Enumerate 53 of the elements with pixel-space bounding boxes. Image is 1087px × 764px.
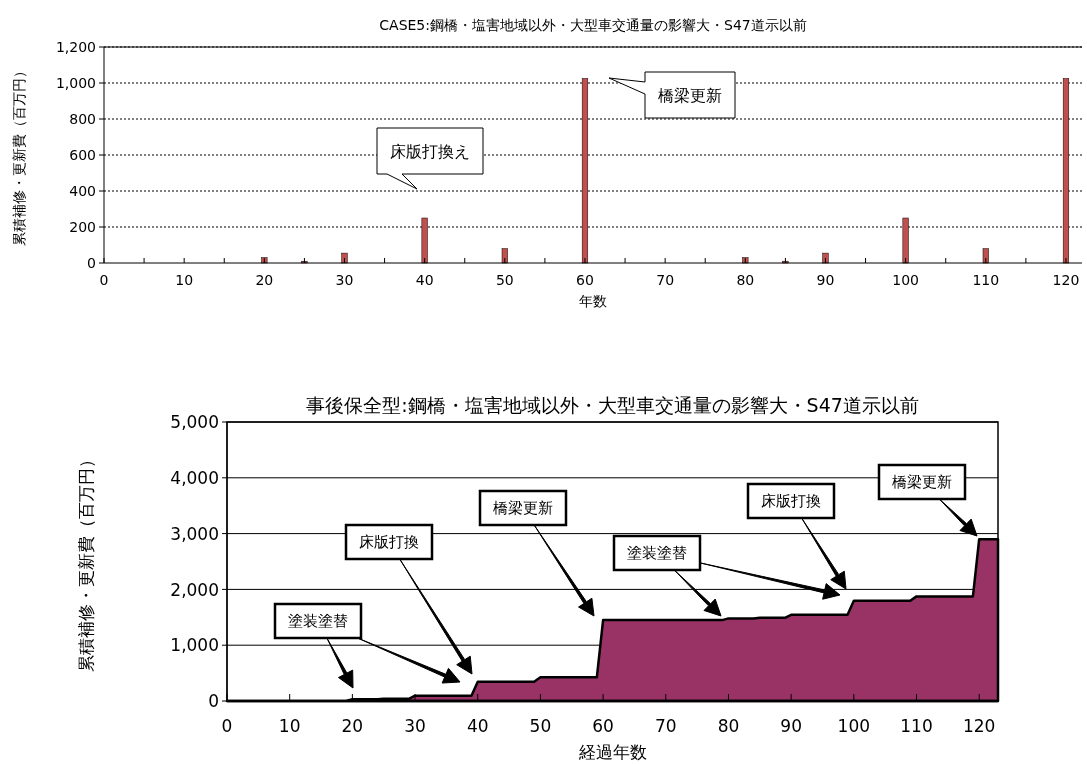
x-tick-label: 70: [656, 272, 675, 288]
y-axis-title: 累積補修・更新費（百万円）: [11, 64, 27, 246]
x-tick-label: 100: [837, 716, 871, 736]
x-tick-label: 110: [972, 272, 1000, 288]
annotation: 床版打換: [761, 492, 821, 511]
x-tick-label: 100: [892, 272, 920, 288]
x-tick-label: 0: [221, 716, 233, 736]
x-tick-label: 90: [780, 716, 802, 736]
x-tick-label: 30: [335, 272, 354, 288]
y-tick-label: 2,000: [170, 579, 219, 600]
x-tick-label: 20: [341, 716, 364, 736]
x-tick-label: 60: [576, 272, 594, 288]
x-tick-label: 10: [278, 716, 301, 736]
annotation: 塗装塗替: [627, 544, 687, 563]
y-tick-label: 3,000: [170, 523, 219, 544]
y-tick-label: 400: [69, 183, 96, 200]
x-tick-label: 40: [466, 716, 489, 736]
y-tick-label: 1,200: [55, 39, 96, 56]
y-tick-label: 1,000: [55, 75, 96, 92]
x-tick-label: 110: [900, 716, 933, 736]
annotation: 橋梁更新: [658, 85, 722, 105]
x-tick-label: 80: [736, 272, 755, 288]
y-tick-label: 0: [208, 691, 219, 712]
x-tick-label: 80: [717, 716, 740, 736]
x-tick-label: 50: [529, 716, 552, 736]
annotation: 橋梁更新: [892, 473, 952, 492]
x-tick-label: 90: [816, 272, 835, 288]
y-axis-title: 累積補修・更新費（百万円）: [76, 451, 96, 672]
y-tick-label: 600: [69, 147, 96, 164]
x-tick-label: 0: [99, 272, 109, 288]
x-axis-title: 年数: [579, 293, 607, 309]
x-tick-label: 120: [1052, 272, 1080, 288]
x-tick-label: 120: [962, 716, 996, 736]
y-tick-label: 200: [69, 219, 96, 236]
x-tick-label: 50: [495, 272, 514, 288]
annotation: 床版打換: [359, 533, 419, 552]
x-tick-label: 60: [592, 716, 614, 736]
y-tick-label: 0: [87, 255, 96, 272]
x-tick-label: 10: [175, 272, 194, 288]
y-tick-label: 1,000: [170, 635, 219, 656]
x-tick-label: 40: [415, 272, 434, 288]
x-tick-label: 70: [654, 716, 677, 736]
annotation: 橋梁更新: [493, 499, 553, 518]
annotation: 床版打換え: [390, 141, 470, 161]
x-axis-title: 経過年数: [577, 742, 647, 762]
x-tick-label: 20: [255, 272, 274, 288]
chart-title: CASE5:鋼橋・塩害地域以外・大型車交通量の影響大・S47道示以前: [379, 17, 807, 33]
x-tick-label: 30: [404, 716, 426, 736]
y-tick-label: 800: [69, 111, 96, 128]
chart-title: 事後保全型:鋼橋・塩害地域以外・大型車交通量の影響大・S47道示以前: [306, 394, 919, 416]
y-tick-label: 5,000: [170, 412, 219, 433]
y-tick-label: 4,000: [170, 467, 219, 488]
annotation: 塗装塗替: [288, 612, 348, 631]
